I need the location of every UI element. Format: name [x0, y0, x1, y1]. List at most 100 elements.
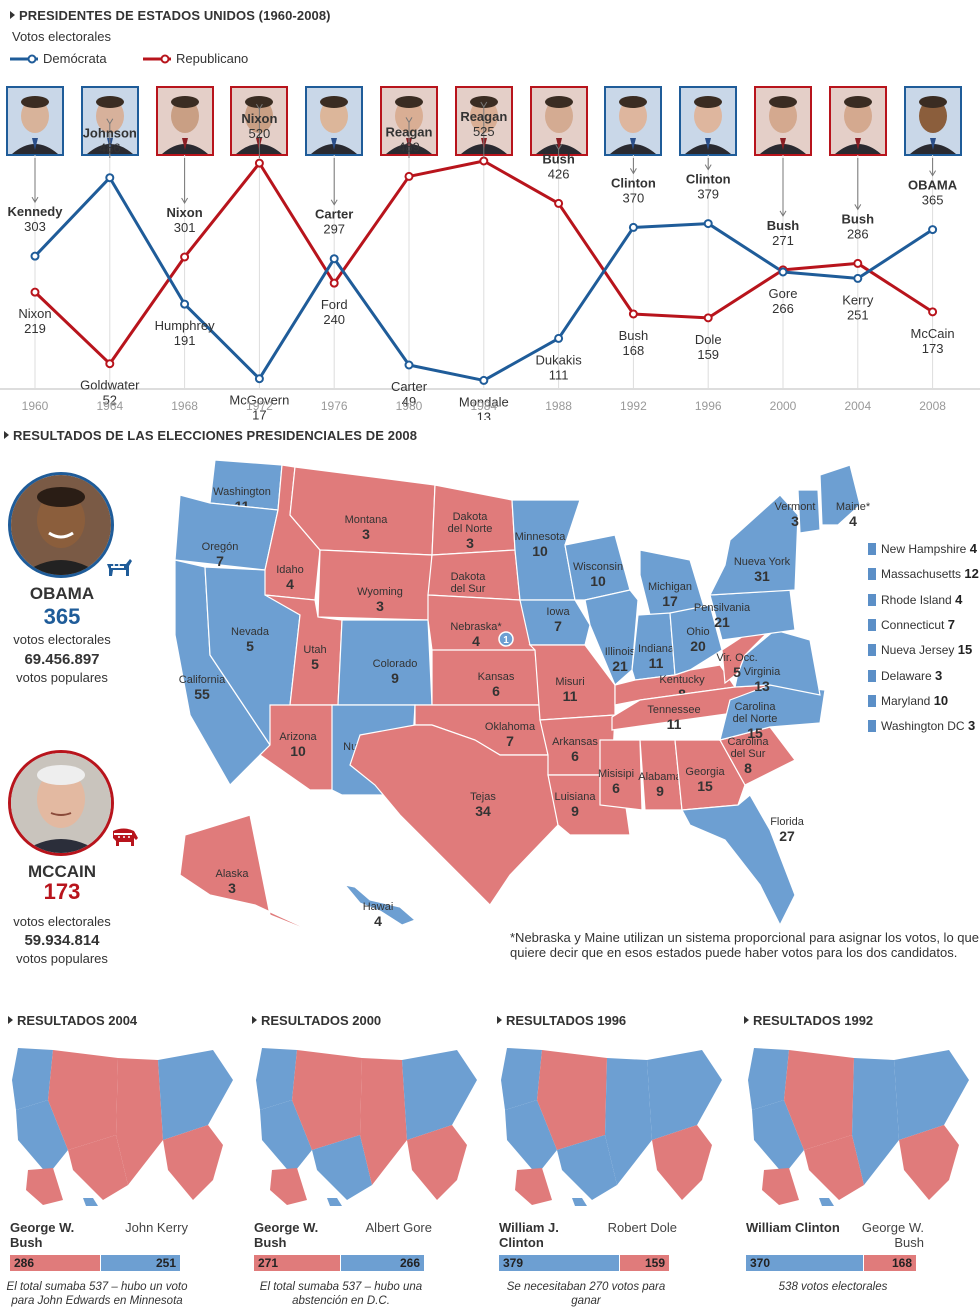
state-name-label: Wisconsin — [573, 561, 623, 573]
point-republicano — [180, 252, 190, 262]
right-bar-value: 159 — [644, 1256, 665, 1270]
winner-value-label: 520 — [249, 126, 271, 141]
winner-name-label: Kennedy — [8, 204, 64, 219]
y-axis-caption: Votos electorales — [12, 29, 112, 44]
state-ev-label: 10 — [532, 543, 548, 559]
winner-value-label: 271 — [772, 233, 794, 248]
past-left-candidate: George W. Bush — [10, 1220, 75, 1250]
past-result-bar: 271 266 — [254, 1255, 424, 1271]
state-ev: 12 — [964, 566, 979, 582]
northeast-state-item: New Hampshire 4 — [868, 541, 977, 556]
state-name-label: Tejas — [470, 791, 496, 803]
state-shape — [519, 599, 591, 646]
arrow-icon — [106, 118, 114, 125]
state-name-label: Colorado — [373, 658, 418, 670]
left-bar-segment — [10, 1255, 100, 1271]
state-ev-label: 3 — [466, 535, 474, 551]
state-name-label: Oklahoma — [485, 721, 536, 733]
right-bar-value: 266 — [399, 1256, 420, 1270]
point-republicano — [30, 287, 40, 297]
winner-name-label: Bush — [842, 211, 875, 226]
winner-value-label: 297 — [323, 222, 345, 237]
past-result-title: RESULTADOS 1992 — [744, 1013, 873, 1028]
arrow-icon — [704, 164, 712, 171]
state-ev-label: 5 — [311, 656, 319, 672]
northeast-state-item: Washington DC 3 — [868, 718, 975, 733]
state-ev-label: 11 — [563, 688, 578, 704]
loser-name-label: McCain — [911, 326, 955, 341]
northeast-state-item: Rhode Island 4 — [868, 592, 962, 607]
left-bar-value: 286 — [14, 1256, 35, 1270]
obama-popular-votes: 69.456.897 — [24, 651, 100, 668]
winner-name-label: Nixon — [241, 111, 277, 126]
left-bar-value: 271 — [258, 1256, 279, 1270]
state-name-label: Arizona — [279, 731, 317, 743]
past-result-title: RESULTADOS 2000 — [252, 1013, 381, 1028]
past-left-candidate: William J. Clinton — [499, 1220, 559, 1250]
state-name-label: Idaho — [276, 564, 304, 576]
obama-name: OBAMA — [29, 584, 95, 603]
point-republicano — [703, 313, 713, 323]
state-ev-label: 7 — [216, 553, 224, 569]
point-democrata — [404, 360, 414, 370]
state-name-label: Nueva York — [734, 556, 791, 568]
x-tick-label: 1980 — [396, 399, 423, 413]
x-tick-label: 1988 — [545, 399, 572, 413]
past-result-bar: 370 168 — [746, 1255, 916, 1271]
loser-name-label: Mondale — [459, 394, 509, 409]
state-ev-label: 20 — [690, 638, 706, 654]
winner-name-label: Reagan — [460, 109, 507, 124]
state-ev-label: 13 — [754, 678, 770, 694]
state-name-label: Carolina — [735, 701, 777, 713]
point-republicano — [254, 158, 264, 168]
arrow-icon — [480, 101, 488, 108]
state-color-swatch — [868, 720, 876, 733]
state-ev-label: 55 — [194, 686, 210, 702]
state-name-label: Arkansas — [552, 736, 598, 748]
state-name: Rhode Island — [881, 592, 952, 607]
loser-name-label: Gore — [769, 286, 798, 301]
point-democrata — [180, 299, 190, 309]
past-result-title-text: RESULTADOS 2004 — [17, 1013, 138, 1028]
legend-swatches — [10, 54, 171, 64]
winner-name-label: Clinton — [611, 175, 656, 190]
winner-value-label: 426 — [548, 166, 570, 181]
point-democrata — [853, 273, 863, 283]
loser-value-label: 52 — [103, 393, 117, 408]
state-shape — [797, 489, 821, 534]
past-result-note: 538 votos electorales — [778, 1281, 888, 1293]
state-ev-label: 15 — [747, 725, 763, 741]
state-ev-label: 11 — [667, 716, 682, 732]
point-republicano — [628, 309, 638, 319]
point-democrata — [628, 222, 638, 232]
obama-ev-label: votos electorales — [13, 632, 111, 647]
arrow-icon — [405, 117, 413, 124]
winner-value-label: 379 — [697, 187, 719, 202]
right-bar-segment — [101, 1255, 180, 1271]
state-name-label: Indiana — [638, 643, 675, 655]
state-ev-label: 9 — [391, 670, 399, 686]
past-result-title-text: RESULTADOS 1992 — [753, 1013, 874, 1028]
bullet-icon — [252, 1016, 257, 1024]
president-photo — [754, 86, 812, 156]
x-tick-label: 1992 — [620, 399, 647, 413]
winner-value-label: 365 — [922, 193, 944, 208]
results-2008-title: RESULTADOS DE LAS ELECCIONES PRESIDENCIA… — [4, 428, 417, 443]
loser-value-label: 173 — [922, 341, 944, 356]
state-ev-label: 3 — [228, 880, 236, 896]
mccain-pop-label: votos populares — [16, 951, 108, 966]
past-right-candidate: George W. Bush — [861, 1220, 924, 1250]
state-ev-label: 9 — [571, 803, 579, 819]
state-shape — [179, 814, 321, 936]
president-photo — [305, 86, 364, 156]
electoral-votes-chart: Kennedy303Nixon2191960Johnson486Goldwate… — [0, 101, 980, 420]
nebraska-maine-note: *Nebraska y Maine utilizan un sistema pr… — [510, 930, 979, 960]
state-ev-label: 31 — [754, 568, 770, 584]
loser-name-label: Kerry — [842, 292, 874, 307]
mccain-ev-label: votos electorales — [13, 914, 111, 929]
loser-name-label: McGovern — [229, 393, 289, 408]
past-result-note: Se necesitaban 270 votos para ganar — [506, 1281, 666, 1307]
state-shape — [343, 884, 417, 926]
x-tick-label: 1976 — [321, 399, 348, 413]
point-republicano — [554, 198, 564, 208]
